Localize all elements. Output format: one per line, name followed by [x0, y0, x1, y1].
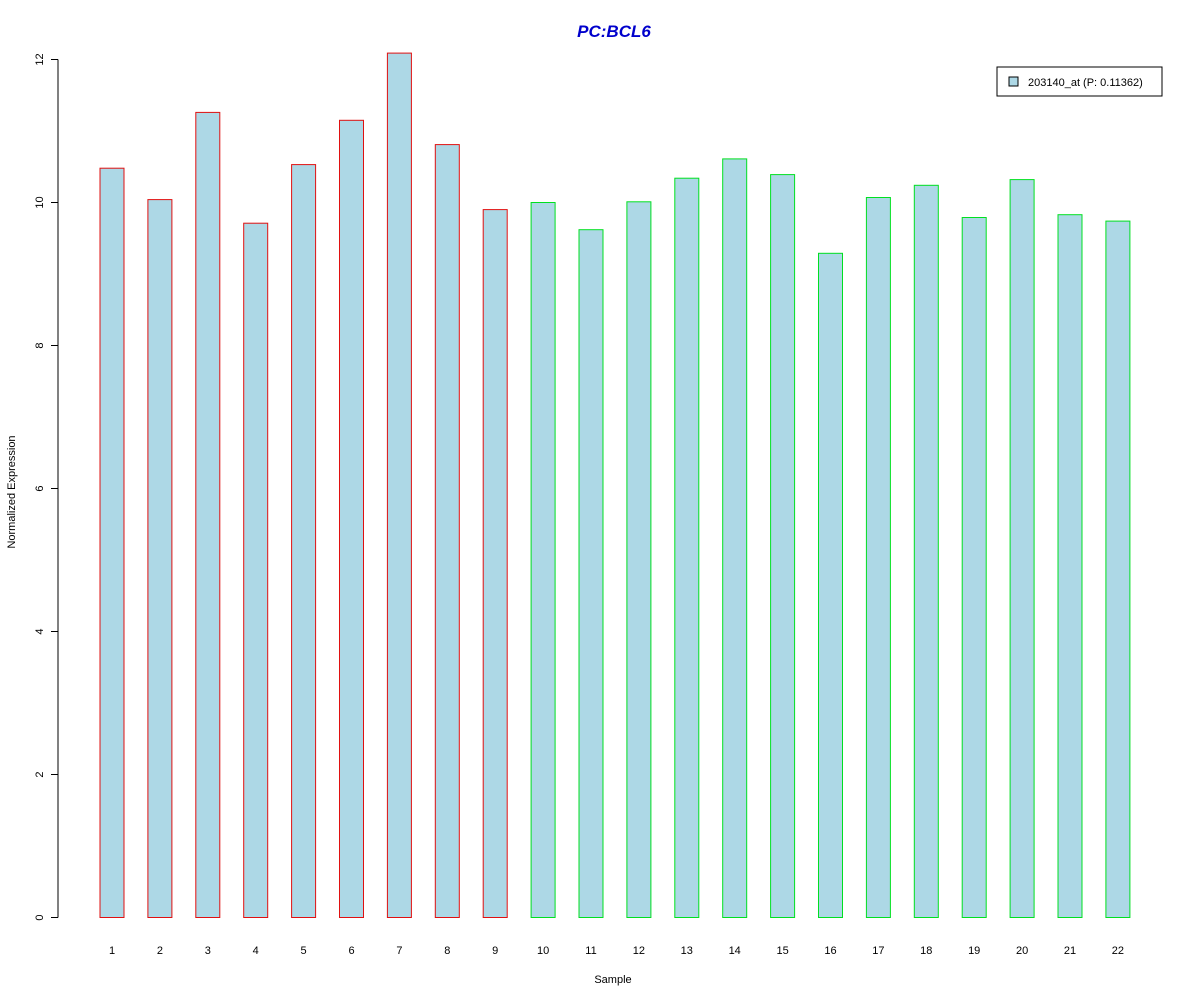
- bar-sample-17: [865, 197, 891, 918]
- x-tick-label: 7: [396, 945, 402, 957]
- x-tick-labels: 1 2 3 4 5 6 7 8 9 10 11 12 13 14 15 16 17 18 19 20 21 22: [109, 945, 1124, 957]
- bar-sample-2: [147, 199, 173, 919]
- chart-title: PC:BCL6: [577, 22, 651, 41]
- bars: [99, 52, 1131, 919]
- bar-sample-13: [674, 177, 700, 918]
- bar-sample-3: [195, 111, 221, 918]
- x-tick-label: 15: [776, 945, 788, 957]
- y-tick-label: 10: [34, 196, 46, 208]
- legend: 203140_at (P: 0.11362): [996, 66, 1163, 97]
- y-tick-label: 8: [34, 342, 46, 348]
- x-tick-label: 21: [1064, 945, 1076, 957]
- x-tick-label: 5: [301, 945, 307, 957]
- bar-sample-6: [339, 119, 364, 919]
- bar-sample-15: [770, 174, 796, 919]
- x-tick-label: 4: [253, 945, 259, 957]
- y-tick-label: 0: [34, 914, 46, 920]
- y-axis: 0 2 4 6 8 10 12: [34, 53, 59, 921]
- x-tick-label: 13: [681, 945, 693, 957]
- x-tick-label: 1: [109, 945, 115, 957]
- bar-sample-19: [961, 217, 987, 918]
- bar-sample-1: [99, 167, 125, 918]
- x-tick-label: 18: [920, 945, 932, 957]
- y-tick-label: 4: [34, 628, 46, 634]
- bar-sample-16: [818, 252, 843, 919]
- bar-sample-14: [722, 158, 748, 918]
- legend-label: 203140_at (P: 0.11362): [1028, 77, 1143, 89]
- x-tick-label: 2: [157, 945, 163, 957]
- bar-sample-11: [578, 229, 604, 918]
- bar-sample-20: [1009, 179, 1035, 919]
- x-tick-label: 11: [585, 945, 596, 957]
- bar-sample-8: [434, 144, 460, 919]
- x-tick-label: 14: [729, 945, 741, 957]
- x-tick-label: 17: [872, 945, 884, 957]
- legend-box: [996, 66, 1163, 97]
- x-tick-label: 6: [348, 945, 354, 957]
- bar-sample-9: [482, 209, 508, 919]
- x-tick-label: 19: [968, 945, 980, 957]
- x-tick-label: 12: [633, 945, 645, 957]
- x-axis-label: Sample: [594, 974, 631, 986]
- x-tick-label: 20: [1016, 945, 1028, 957]
- bar-sample-4: [243, 222, 269, 918]
- y-tick-label: 6: [34, 485, 46, 491]
- bar-sample-7: [386, 52, 412, 919]
- y-tick-label: 12: [34, 53, 46, 65]
- x-tick-label: 8: [444, 945, 450, 957]
- y-axis-label: Normalized Expression: [6, 435, 18, 548]
- x-tick-label: 16: [824, 945, 836, 957]
- y-tick-label: 2: [34, 771, 46, 777]
- x-tick-label: 22: [1112, 945, 1124, 957]
- bar-sample-10: [530, 202, 556, 918]
- legend-swatch: [1008, 76, 1019, 87]
- bar-sample-12: [626, 201, 652, 919]
- x-tick-label: 9: [492, 945, 498, 957]
- bar-sample-22: [1105, 220, 1131, 919]
- x-tick-label: 10: [537, 945, 549, 957]
- bar-sample-18: [913, 184, 939, 919]
- x-tick-label: 3: [205, 945, 211, 957]
- bar-sample-21: [1057, 214, 1083, 918]
- bar-sample-5: [291, 164, 317, 919]
